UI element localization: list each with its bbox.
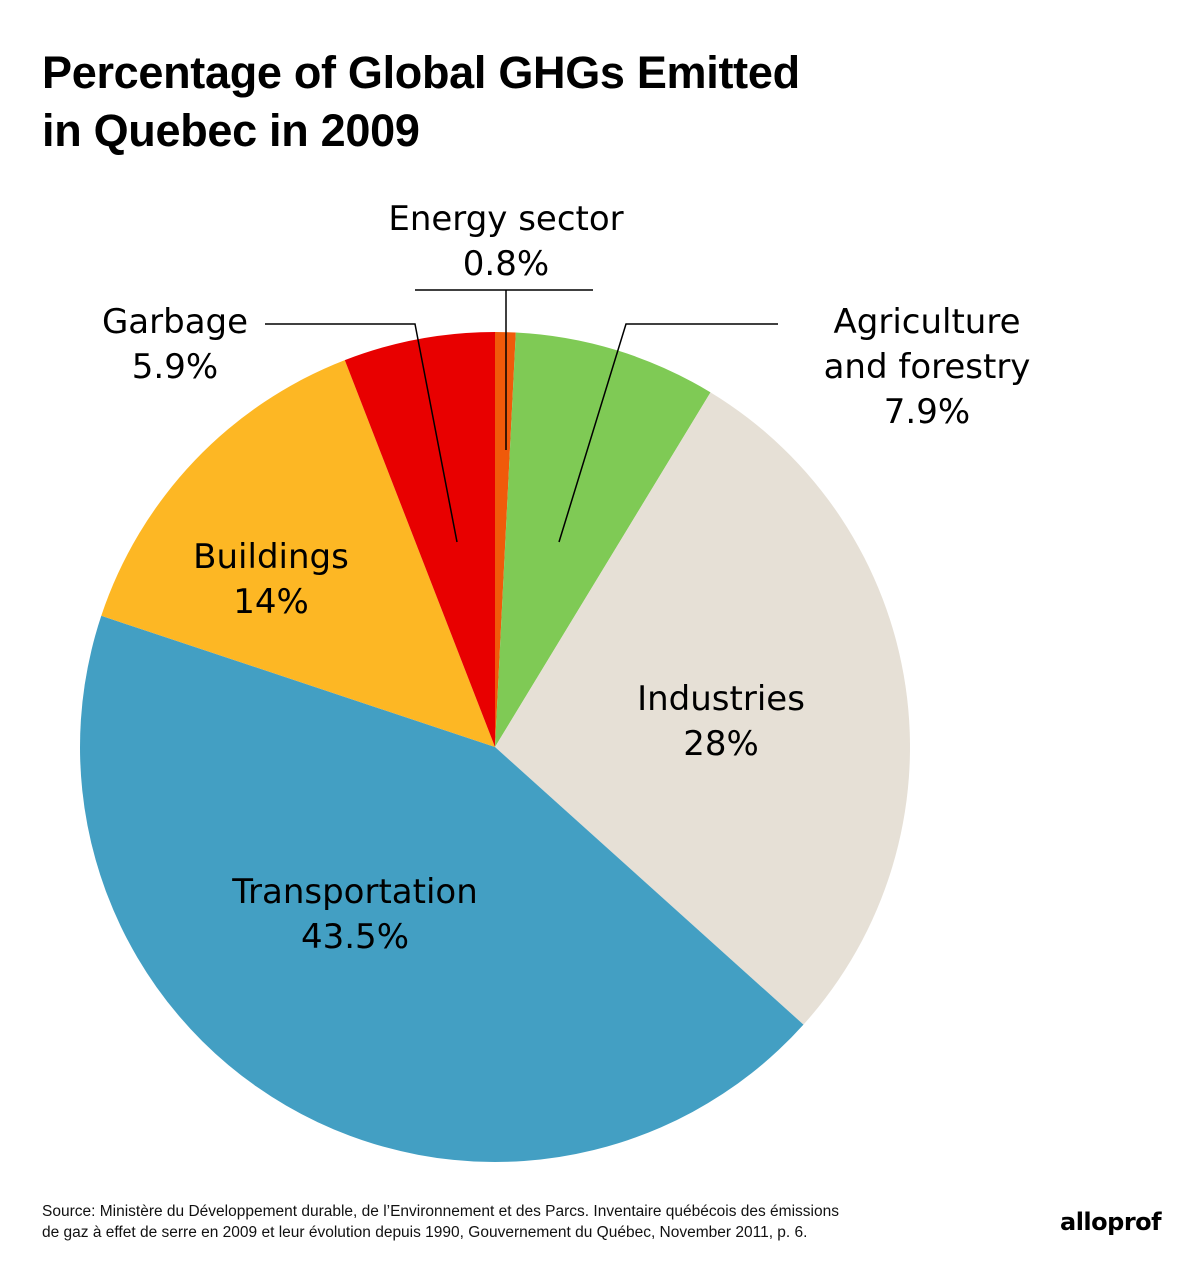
pie-slice-garbage [344,332,495,747]
slice-label-agriculture-and-forestry: Agriculture and forestry 7.9% [824,302,1031,432]
leader-line-garbage [265,323,458,543]
slice-label-transportation: Transportation 43.5% [231,872,478,957]
slice-value-transportation: 43.5% [301,917,409,957]
pie-slice-agriculture-and-forestry [495,332,711,747]
chart-title-line-2: in Quebec in 2009 [42,105,420,156]
source-note: Source: Ministère du Développement durab… [42,1201,1002,1243]
slice-value-agriculture-and-forestry: 7.9% [884,392,970,432]
slice-name-buildings: Buildings [193,537,349,577]
slice-value-industries: 28% [683,724,759,764]
slice-value-buildings: 14% [233,582,309,622]
source-line-1: Source: Ministère du Développement durab… [42,1203,839,1220]
slice-label-garbage: Garbage 5.9% [102,302,248,387]
leader-lines [265,289,778,543]
slice-name-garbage: Garbage [102,302,248,342]
slice-labels: Energy sector 0.8% Agriculture and forestry… [102,199,1030,957]
slice-value-garbage: 5.9% [132,347,218,387]
chart-title: Percentage of Global GHGs Emitted in Que… [42,44,1042,160]
alloprof-logo: alloprof [1060,1208,1162,1236]
slice-label-industries: Industries 28% [637,679,805,764]
leader-line-agriculture-and-forestry [558,323,778,543]
pie-slice-buildings [101,360,495,747]
pie-slices [80,332,910,1162]
slice-label-buildings: Buildings 14% [193,537,349,622]
source-line-2: de gaz à effet de serre en 2009 et leur … [42,1224,808,1241]
slice-value-energy-sector: 0.8% [463,244,549,284]
slice-name-agriculture-and-forestry: Agriculture [834,302,1021,342]
pie-slice-energy-sector [495,332,516,747]
slice-name-energy-sector: Energy sector [388,199,623,239]
pie-slice-transportation [80,615,804,1162]
slice-label-energy-sector: Energy sector 0.8% [388,199,623,284]
slice-name-transportation: Transportation [231,872,478,912]
slice-name-industries: Industries [637,679,805,719]
pie-slice-industries [495,392,910,1025]
slice-name-agriculture-and-forestry: and forestry [824,347,1031,387]
chart-title-line-1: Percentage of Global GHGs Emitted [42,47,800,98]
